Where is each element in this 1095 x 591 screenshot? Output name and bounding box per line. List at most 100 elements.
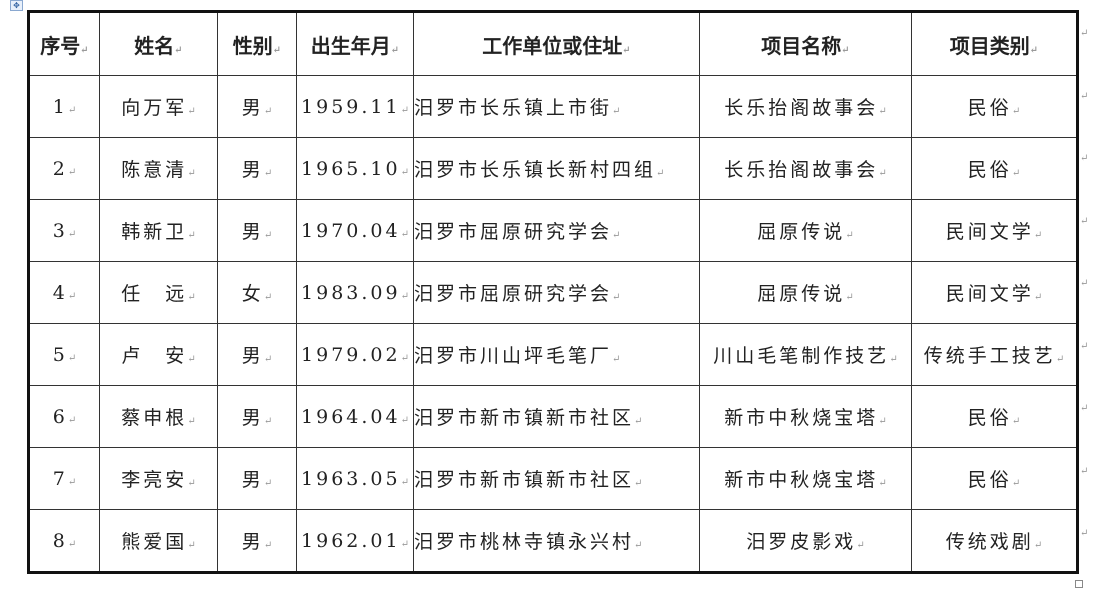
cell-project: 屈原传说↵ (699, 199, 912, 262)
cell-category: 民间文学↵ (911, 199, 1078, 262)
paragraph-mark: ↵ (400, 290, 409, 302)
paragraph-mark: ↵ (878, 168, 887, 179)
cell-name: 蔡申根↵ (99, 385, 218, 448)
table-row: 2↵ 陈意清↵ 男↵ 1965.10↵ 汨罗市长乐镇长新村四组↵ 长乐抬阁故事会↵ 民俗↵ (28, 137, 1078, 200)
paragraph-mark: ↵ (889, 354, 898, 365)
paragraph-mark: ↵ (400, 228, 409, 240)
cell-text: 民间文学 (945, 283, 1034, 305)
paragraph-mark: ↵ (634, 540, 643, 551)
paragraph-mark: ↵ (1011, 416, 1021, 427)
paragraph-mark: ↵ (878, 106, 887, 117)
cell-category: 民俗↵ (911, 385, 1078, 448)
paragraph-mark: ↵ (400, 414, 409, 426)
cell-text: 汨罗市桃林寺镇永兴村 (414, 531, 635, 553)
cell-birth: 1963.05↵ (296, 447, 414, 510)
column-header-gender: 性别↵ (217, 11, 297, 76)
inheritor-table: 序号↵ 姓名↵ 性别↵ 出生年月↵ 工作单位或住址↵ 项目名称↵ 项目类别↵ 1↵ 向万军↵ 男… (27, 10, 1079, 574)
cell-name: 陈意清↵ (99, 137, 218, 200)
cell-text: 新市中秋烧宝塔 (724, 407, 879, 429)
row-end-mark: ↵ (1080, 528, 1089, 539)
cell-text: 民俗 (967, 97, 1012, 119)
cell-project: 川山毛笔制作技艺↵ (699, 323, 912, 386)
cell-text: 卢 安 (121, 345, 188, 367)
row-end-mark: ↵ (1080, 340, 1089, 352)
table-row: 4↵ 任 远↵ 女↵ 1983.09↵ 汨罗市屈原研究学会↵ 屈原传说↵ 民间文学↵ (28, 261, 1078, 324)
cell-text: 陈意清 (121, 159, 188, 181)
cell-text: 汨罗市新市镇新市社区 (414, 407, 635, 429)
table-row: 5↵ 卢 安↵ 男↵ 1979.02↵ 汨罗市川山坪毛笔厂↵ 川山毛笔制作技艺↵ 传统手工技… (28, 323, 1078, 386)
cell-text: 8 (52, 529, 68, 552)
header-label: 工作单位或住址 (482, 33, 623, 58)
paragraph-mark: ↵ (845, 230, 854, 241)
column-header-category: 项目类别↵ (911, 11, 1078, 76)
table-row: 7↵ 李亮安↵ 男↵ 1963.05↵ 汨罗市新市镇新市社区↵ 新市中秋烧宝塔↵ 民俗↵ (28, 447, 1078, 510)
cell-project: 长乐抬阁故事会↵ (699, 75, 912, 138)
row-end-mark: ↵ (1080, 215, 1089, 227)
table-move-handle-icon[interactable]: ✥ (10, 0, 23, 11)
cell-text: 传统戏剧 (945, 531, 1034, 553)
paragraph-mark: ↵ (263, 478, 273, 489)
cell-text: 汨罗市屈原研究学会 (414, 221, 613, 243)
paragraph-mark: ↵ (612, 106, 621, 117)
header-label: 序号 (40, 33, 81, 58)
cell-text: 1965.10 (301, 157, 401, 180)
paragraph-mark: ↵ (263, 168, 273, 179)
paragraph-mark: ↵ (845, 292, 854, 303)
cell-text: 屈原传说 (757, 221, 846, 243)
cell-gender: 男↵ (217, 509, 297, 573)
paragraph-mark: ↵ (67, 538, 77, 550)
cell-text: 3 (52, 219, 68, 242)
cell-index: 5↵ (28, 323, 100, 386)
cell-text: 民俗 (967, 159, 1012, 181)
table-resize-handle[interactable] (1075, 580, 1083, 588)
cell-category: 民俗↵ (911, 447, 1078, 510)
cell-address: 汨罗市长乐镇上市街↵ (413, 75, 700, 138)
cell-text: 任 远 (121, 283, 188, 305)
cell-text: 2 (52, 157, 68, 180)
paragraph-mark: ↵ (263, 416, 273, 427)
paragraph-mark: ↵ (187, 106, 196, 117)
cell-text: 男 (241, 469, 264, 491)
paragraph-mark: ↵ (263, 354, 273, 365)
paragraph-mark: ↵ (272, 44, 282, 56)
cell-address: 汨罗市新市镇新市社区↵ (413, 447, 700, 510)
cell-text: 长乐抬阁故事会 (724, 159, 879, 181)
cell-index: 2↵ (28, 137, 100, 200)
cell-project: 新市中秋烧宝塔↵ (699, 385, 912, 448)
paragraph-mark: ↵ (878, 416, 887, 427)
paragraph-mark: ↵ (1033, 230, 1043, 241)
paragraph-mark: ↵ (67, 414, 77, 426)
cell-name: 李亮安↵ (99, 447, 218, 510)
cell-birth: 1962.01↵ (296, 509, 414, 573)
paragraph-mark: ↵ (1011, 478, 1021, 489)
row-end-mark: ↵ (1080, 28, 1089, 39)
cell-project: 新市中秋烧宝塔↵ (699, 447, 912, 510)
cell-text: 屈原传说 (757, 283, 846, 305)
paragraph-mark: ↵ (263, 230, 273, 241)
table-row: 6↵ 蔡申根↵ 男↵ 1964.04↵ 汨罗市新市镇新市社区↵ 新市中秋烧宝塔↵ 民俗↵ (28, 385, 1078, 448)
cell-gender: 男↵ (217, 137, 297, 200)
paragraph-mark: ↵ (400, 538, 409, 550)
paragraph-mark: ↵ (67, 290, 77, 302)
cell-project: 长乐抬阁故事会↵ (699, 137, 912, 200)
cell-text: 向万军 (121, 97, 188, 119)
paragraph-mark: ↵ (612, 230, 621, 241)
cell-index: 8↵ (28, 509, 100, 573)
cell-text: 1983.09 (301, 281, 401, 304)
cell-text: 汨罗皮影戏 (746, 531, 857, 553)
row-end-mark: ↵ (1080, 90, 1089, 102)
cell-text: 蔡申根 (121, 407, 188, 429)
cell-gender: 男↵ (217, 75, 297, 138)
cell-text: 7 (52, 467, 68, 490)
cell-text: 汨罗市川山坪毛笔厂 (414, 345, 613, 367)
paragraph-mark: ↵ (612, 292, 621, 303)
cell-text: 1979.02 (301, 343, 401, 366)
cell-text: 汨罗市新市镇新市社区 (414, 469, 635, 491)
cell-project: 屈原传说↵ (699, 261, 912, 324)
cell-index: 1↵ (28, 75, 100, 138)
cell-text: 1964.04 (301, 405, 401, 428)
cell-category: 民间文学↵ (911, 261, 1078, 324)
cell-project: 汨罗皮影戏↵ (699, 509, 912, 573)
paragraph-mark: ↵ (1033, 292, 1043, 303)
cell-gender: 男↵ (217, 385, 297, 448)
